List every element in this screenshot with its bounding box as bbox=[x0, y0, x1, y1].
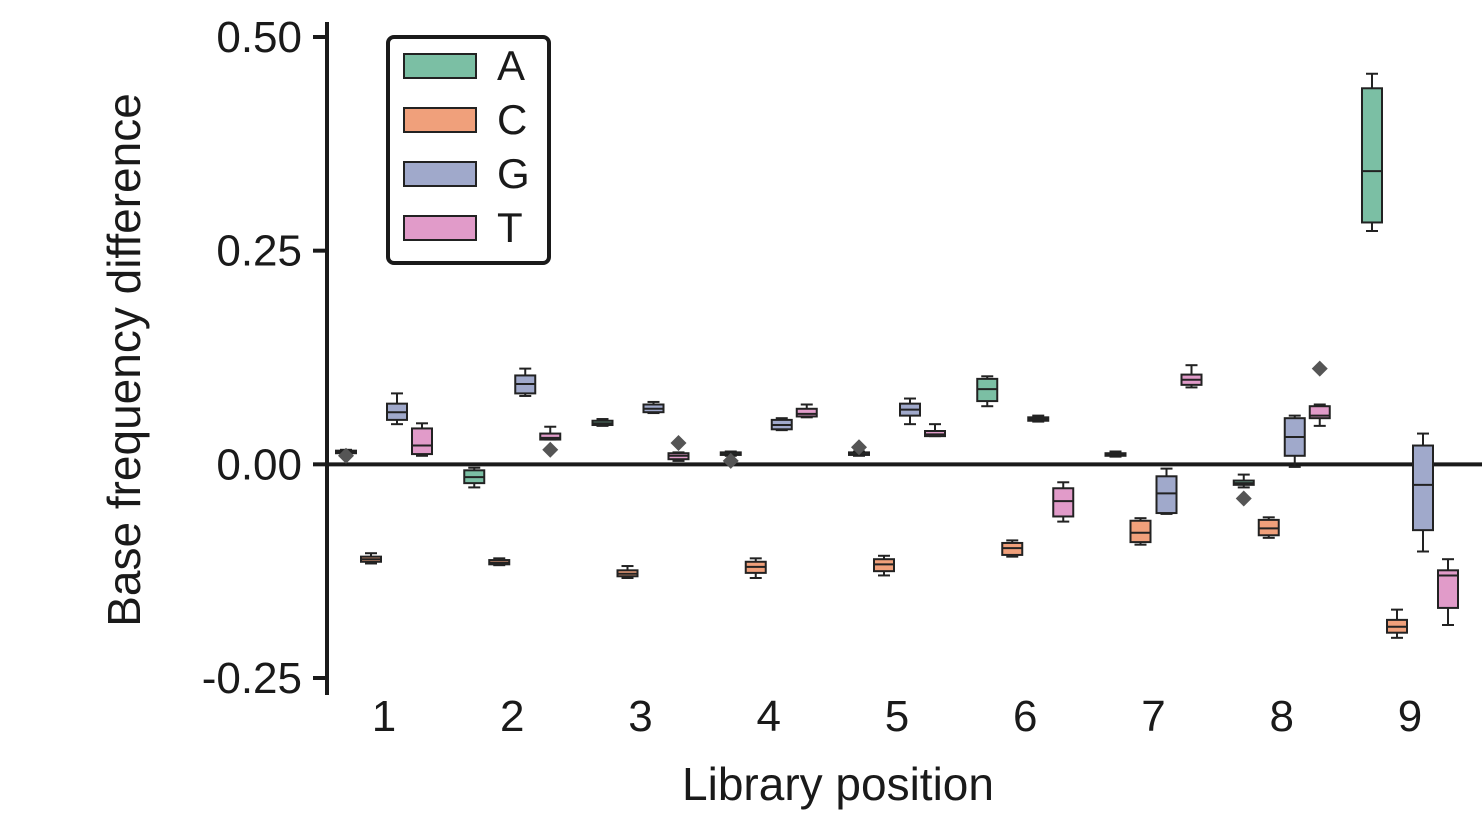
x-tick-label: 2 bbox=[500, 692, 524, 741]
outlier-marker bbox=[338, 447, 354, 464]
y-tick-label: 0.25 bbox=[216, 227, 302, 276]
legend-label: G bbox=[497, 150, 530, 197]
series-G bbox=[386, 367, 1434, 553]
box-body bbox=[1308, 405, 1331, 420]
box-T-pos-6 bbox=[1052, 481, 1075, 523]
box-T-pos-1 bbox=[411, 422, 433, 457]
legend-label: C bbox=[497, 96, 527, 143]
legend-swatch bbox=[403, 161, 477, 187]
box-A-pos-9 bbox=[1361, 72, 1383, 233]
box-C-pos-8 bbox=[1257, 516, 1280, 539]
box-T-pos-8 bbox=[1308, 360, 1331, 427]
legend-label: A bbox=[497, 42, 525, 89]
x-tick-label: 7 bbox=[1141, 692, 1165, 741]
x-tick-group: 1 2 3 4 5 6 7 8 9 bbox=[372, 692, 1422, 741]
box-body bbox=[795, 407, 818, 418]
box-G-pos-3 bbox=[642, 400, 665, 415]
box-C-pos-9 bbox=[1386, 608, 1408, 639]
legend-frame bbox=[386, 35, 551, 265]
box-body bbox=[411, 427, 433, 456]
legend-item-G: G bbox=[403, 150, 530, 197]
box-C-pos-4 bbox=[744, 557, 767, 580]
box-C-pos-2 bbox=[488, 557, 511, 567]
box-body bbox=[1361, 87, 1383, 224]
box-T-pos-3 bbox=[667, 434, 690, 462]
x-tick-label: 3 bbox=[628, 692, 652, 741]
box-body bbox=[1129, 519, 1152, 544]
legend-item-A: A bbox=[403, 42, 525, 89]
box-G-pos-4 bbox=[770, 417, 793, 432]
x-axis-label: Library position bbox=[682, 758, 994, 810]
y-tick-label: 0.50 bbox=[216, 13, 302, 62]
x-tick-label: 6 bbox=[1013, 692, 1037, 741]
box-body bbox=[1437, 569, 1459, 609]
outlier-marker bbox=[542, 441, 559, 458]
box-body bbox=[1155, 475, 1178, 515]
box-A-pos-8 bbox=[1232, 473, 1255, 507]
x-tick-label: 5 bbox=[885, 692, 909, 741]
legend-label: T bbox=[497, 204, 523, 251]
series-C bbox=[360, 516, 1408, 639]
x-tick-label: 4 bbox=[757, 692, 781, 741]
y-axis-label: Base frequency difference bbox=[98, 93, 150, 627]
legend-item-T: T bbox=[403, 204, 523, 251]
box-G-pos-5 bbox=[899, 397, 921, 426]
box-T-pos-5 bbox=[924, 423, 946, 438]
box-T-pos-7 bbox=[1180, 364, 1203, 389]
box-T-pos-2 bbox=[539, 425, 562, 458]
box-A-pos-1 bbox=[335, 447, 357, 464]
box-C-pos-7 bbox=[1129, 517, 1152, 546]
box-C-pos-5 bbox=[873, 554, 895, 577]
legend-swatch bbox=[403, 107, 477, 133]
box-A-pos-7 bbox=[1104, 450, 1127, 458]
outlier-marker bbox=[670, 434, 687, 451]
box-G-pos-1 bbox=[386, 392, 408, 426]
outlier-marker bbox=[1311, 360, 1328, 377]
y-tick-group: 0.50 0.25 0.00 -0.25 bbox=[202, 13, 327, 703]
box-body bbox=[1052, 487, 1075, 518]
legend-swatch bbox=[403, 53, 477, 79]
box-A-pos-4 bbox=[719, 450, 742, 469]
box-T-pos-9 bbox=[1437, 558, 1459, 627]
box-C-pos-1 bbox=[360, 552, 382, 565]
box-G-pos-6 bbox=[1027, 414, 1050, 423]
series-A bbox=[335, 72, 1383, 507]
box-T-pos-4 bbox=[795, 403, 818, 419]
box-series-group bbox=[335, 72, 1459, 639]
box-C-pos-6 bbox=[1001, 539, 1024, 558]
series-T bbox=[411, 360, 1459, 627]
box-G-pos-8 bbox=[1283, 414, 1306, 468]
outlier-marker bbox=[851, 439, 867, 456]
box-body bbox=[1412, 444, 1434, 532]
box-G-pos-7 bbox=[1155, 467, 1178, 515]
outlier-marker bbox=[722, 452, 739, 469]
box-A-pos-6 bbox=[976, 375, 999, 408]
box-G-pos-2 bbox=[514, 367, 537, 397]
y-tick-label: 0.00 bbox=[216, 440, 302, 489]
x-tick-label: 8 bbox=[1270, 692, 1294, 741]
y-tick-label: -0.25 bbox=[202, 654, 302, 703]
legend-swatch bbox=[403, 215, 477, 241]
legend-item-C: C bbox=[403, 96, 527, 143]
x-tick-label: 1 bbox=[372, 692, 396, 741]
box-A-pos-2 bbox=[463, 466, 486, 489]
box-body bbox=[539, 432, 562, 441]
x-tick-label: 9 bbox=[1398, 692, 1422, 741]
box-A-pos-3 bbox=[591, 418, 614, 427]
outlier-marker bbox=[1235, 490, 1252, 507]
box-C-pos-3 bbox=[616, 565, 639, 580]
box-A-pos-5 bbox=[848, 439, 870, 457]
box-G-pos-9 bbox=[1412, 432, 1434, 553]
